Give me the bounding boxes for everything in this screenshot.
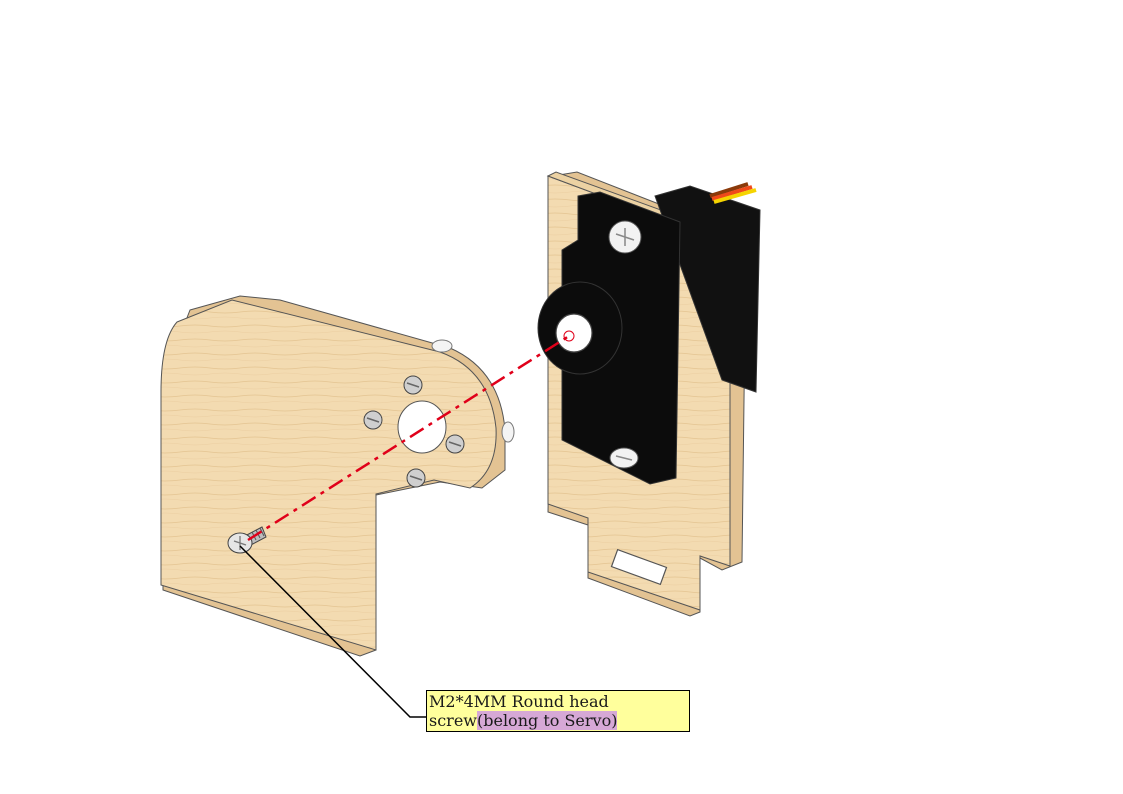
bracket-screw — [403, 375, 423, 395]
bracket-screw — [406, 468, 426, 488]
callout-line1: M2*4MM Round head — [429, 692, 609, 711]
servo-top-screw — [608, 220, 642, 254]
servo-motor — [537, 182, 761, 485]
bracket-screw — [363, 410, 383, 430]
callout-line2: screw(belong to Servo) — [429, 711, 687, 730]
wood-bracket-plate — [160, 295, 515, 657]
servo-wires — [709, 182, 757, 204]
servo-bottom-screw — [609, 447, 639, 469]
callout-servo-note: (belong to Servo) — [476, 711, 618, 730]
bracket-center-hole — [397, 400, 447, 454]
callout-screw-word: screw — [429, 711, 477, 730]
plate-slot — [610, 548, 668, 586]
servo-output-shaft — [555, 313, 593, 353]
bracket-screw — [445, 434, 465, 454]
callout-leader — [239, 545, 426, 718]
screw-callout-label: M2*4MM Round head screw(belong to Servo) — [426, 690, 690, 732]
